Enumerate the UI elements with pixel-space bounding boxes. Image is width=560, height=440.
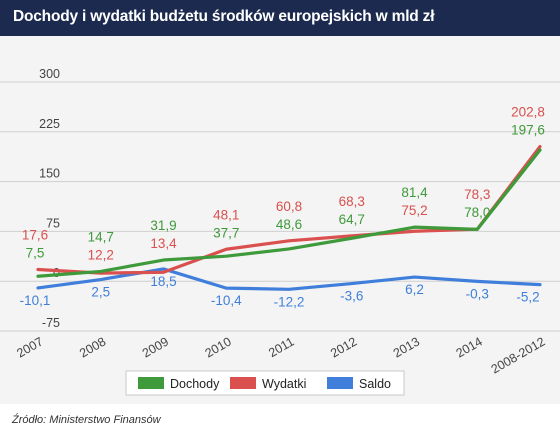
y-tick-label: 75: [46, 216, 60, 230]
data-label-saldo: -5,2: [516, 290, 539, 305]
x-tick-label: 2008-2012: [489, 334, 548, 376]
line-chart: 300 225 150 75 0 -75 2007 2008 2009 2010 2011 2012…: [0, 67, 560, 396]
data-label-saldo: -10,1: [20, 293, 51, 308]
data-label-wydatki: 68,3: [339, 194, 365, 209]
data-label-dochody: 48,6: [276, 217, 302, 232]
chart-title: Dochody i wydatki budżetu środków europe…: [13, 8, 435, 25]
series-line-dochody: [36, 148, 542, 278]
data-label-wydatki: 48,1: [213, 207, 239, 222]
x-tick-label: 2010: [203, 334, 234, 360]
legend-swatch-dochody: [138, 377, 164, 389]
data-label-saldo: 2,5: [91, 285, 110, 300]
data-label-saldo: 6,2: [405, 282, 424, 297]
data-label-dochody: 78,0: [464, 205, 490, 220]
data-label-wydatki: 60,8: [276, 199, 302, 214]
title-bar: Dochody i wydatki budżetu środków europe…: [0, 0, 560, 36]
data-labels: 7,5 14,7 31,9 37,7 48,6 64,7 81,4 78,0 197,6 17,6…: [20, 105, 545, 310]
x-tick-label: 2012: [328, 334, 359, 360]
x-axis-ticks: 2007 2008 2009 2010 2011 2012 2013 2014 2008-201…: [14, 334, 547, 376]
y-axis-ticks: 300 225 150 75 0 -75: [39, 67, 60, 330]
legend-label-dochody: Dochody: [170, 377, 220, 391]
data-label-saldo: -12,2: [274, 294, 305, 309]
data-label-saldo: -0,3: [466, 286, 489, 301]
y-tick-label: 0: [53, 266, 60, 280]
data-label-dochody: 37,7: [213, 225, 239, 240]
x-tick-label: 2011: [266, 334, 296, 360]
legend: Dochody Wydatki Saldo: [125, 370, 405, 396]
data-label-dochody: 81,4: [401, 185, 428, 200]
y-tick-label: 225: [39, 117, 60, 131]
legend-swatch-wydatki: [230, 377, 256, 389]
data-label-dochody: 14,7: [88, 229, 114, 244]
legend-label-wydatki: Wydatki: [262, 377, 306, 391]
data-label-wydatki: 17,6: [22, 228, 48, 243]
x-tick-label: 2013: [391, 334, 422, 360]
legend-swatch-saldo: [327, 377, 353, 389]
data-label-saldo: -10,4: [211, 293, 242, 308]
series-line-saldo: [36, 267, 542, 291]
chart-area: 300 225 150 75 0 -75 2007 2008 2009 2010 2011 2012…: [0, 36, 560, 404]
legend-box: [125, 370, 405, 396]
legend-label-saldo: Saldo: [359, 377, 391, 391]
y-tick-label: -75: [42, 316, 60, 330]
x-tick-label: 2014: [454, 334, 485, 360]
data-label-wydatki: 13,4: [150, 236, 177, 251]
data-label-wydatki: 202,8: [511, 105, 545, 120]
y-tick-label: 300: [39, 67, 60, 81]
data-label-saldo: -3,6: [340, 289, 363, 304]
x-tick-label: 2009: [140, 334, 171, 360]
x-tick-label: 2007: [14, 334, 45, 360]
data-label-wydatki: 78,3: [464, 187, 490, 202]
y-tick-label: 150: [39, 167, 60, 181]
source-note: Źródło: Ministerstwo Finansów: [12, 414, 161, 426]
data-label-dochody: 31,9: [150, 218, 176, 233]
data-label-dochody: 197,6: [511, 123, 545, 138]
data-label-dochody: 64,7: [339, 212, 365, 227]
data-label-wydatki: 75,2: [401, 203, 427, 218]
x-tick-label: 2008: [77, 334, 108, 360]
series-lines: [36, 144, 542, 291]
data-label-dochody: 7,5: [26, 246, 45, 261]
data-label-saldo: 18,5: [150, 274, 176, 289]
data-label-wydatki: 12,2: [88, 247, 114, 262]
